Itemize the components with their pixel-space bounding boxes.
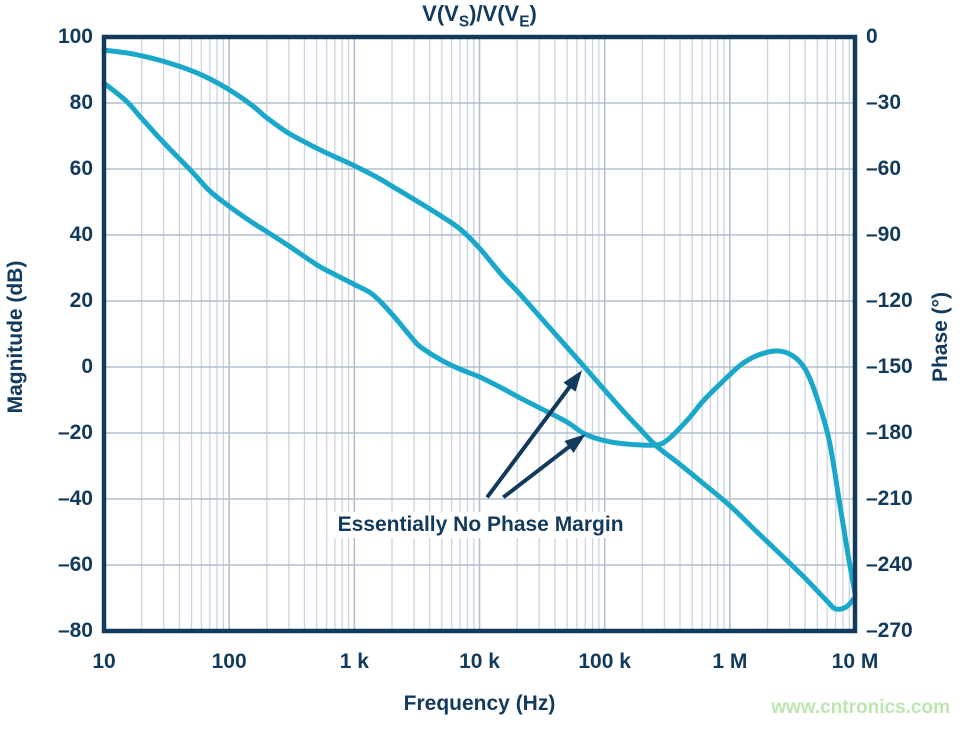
chart-title: V(VS)/V(VE)	[104, 1, 855, 31]
y-right-tick-label: 0	[866, 25, 878, 48]
y-left-tick-label: –60	[57, 553, 93, 576]
title-text: V(V	[422, 1, 459, 26]
annotation-arrow-head	[564, 434, 586, 453]
y-right-tick-label: –90	[866, 223, 902, 246]
y-right-tick-label: –180	[866, 421, 913, 444]
x-tick-label: 100	[211, 650, 247, 673]
title-subscript: S	[458, 13, 470, 31]
y-left-tick-label: 100	[57, 25, 93, 48]
y-left-tick-label: 0	[81, 355, 93, 378]
annotation-arrow-head	[563, 370, 583, 392]
title-text: )/V(V	[469, 1, 520, 26]
magnitude-curve	[101, 47, 858, 612]
y-right-tick-label: –120	[866, 289, 913, 312]
x-tick-label: 10 M	[831, 650, 879, 673]
y-right-tick-label: –30	[866, 91, 902, 114]
y-right-tick-label: –60	[866, 157, 902, 180]
y-right-tick-label: –240	[866, 553, 913, 576]
y-left-tick-label: –20	[57, 421, 93, 444]
x-tick-label: 1 M	[712, 650, 748, 673]
title-text: )	[529, 1, 537, 26]
y-left-tick-label: –80	[57, 619, 93, 642]
x-tick-label: 1 k	[339, 650, 369, 673]
x-tick-label: 100 k	[578, 650, 631, 673]
y-right-tick-label: –210	[866, 487, 913, 510]
y-left-tick-label: 40	[69, 223, 93, 246]
x-tick-label: 10	[92, 650, 116, 673]
x-tick-label: 10 k	[459, 650, 500, 673]
y-axis-label-magnitude: Magnitude (dB)	[4, 260, 27, 414]
annotation-no-phase-margin: Essentially No Phase Margin	[330, 512, 631, 539]
plot-frame	[101, 34, 858, 634]
y-left-tick-label: 20	[69, 289, 93, 312]
y-left-tick-label: 80	[69, 91, 93, 114]
title-subscript: E	[519, 13, 530, 31]
y-left-tick-label: 60	[69, 157, 93, 180]
annotation-arrow-shaft	[485, 383, 573, 499]
y-left-tick-label: –40	[57, 487, 93, 510]
x-axis-label: Frequency (Hz)	[403, 692, 556, 715]
watermark: www.cntronics.com	[771, 697, 950, 718]
annotation-arrow-shaft	[502, 443, 573, 499]
y-axis-label-phase: Phase (°)	[929, 291, 952, 383]
y-right-tick-label: –150	[866, 355, 913, 378]
y-right-tick-label: –270	[866, 619, 913, 642]
phase-curve	[101, 80, 858, 597]
